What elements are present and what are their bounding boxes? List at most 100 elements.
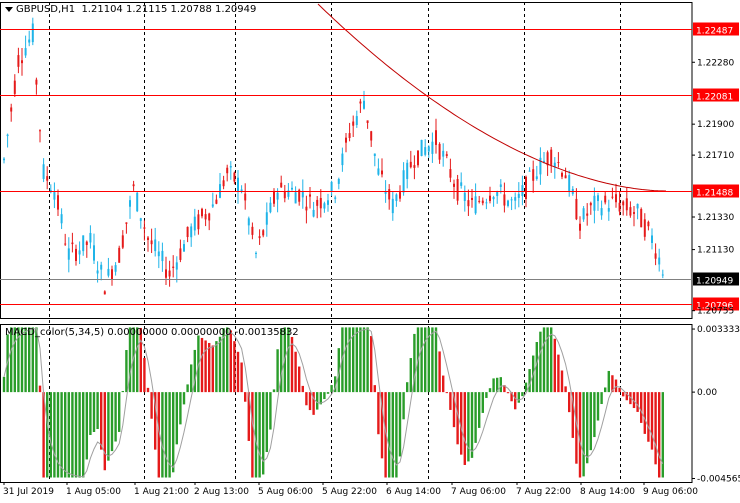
candle-bull	[600, 208, 603, 216]
macd-bar-down	[200, 337, 204, 393]
candle-bull	[330, 181, 333, 192]
macd-bar-up	[74, 392, 78, 478]
macd-bar-up	[348, 327, 351, 393]
candle-bull	[510, 199, 513, 201]
candle-bear	[456, 179, 459, 201]
macd-bar-up	[582, 392, 585, 477]
candle-bull	[327, 200, 329, 205]
candle-bear	[399, 192, 401, 199]
macd-bar-down	[100, 392, 103, 450]
candle-bull	[553, 162, 556, 168]
macd-bar-up	[254, 392, 258, 478]
macd-bar-down	[301, 385, 304, 393]
macd-bar-down	[312, 392, 315, 415]
bid-price-tag	[693, 272, 739, 286]
macd-bar-down	[614, 379, 618, 393]
candle-bull	[193, 216, 196, 231]
macd-bar-up	[362, 327, 366, 393]
ohlc-readout: 1.21104 1.21115 1.20788 1.20949	[81, 4, 257, 15]
macd-bar-up	[496, 377, 499, 393]
candle-bull	[514, 197, 517, 201]
macd-bar-up	[413, 333, 416, 393]
macd-bar-up	[118, 392, 121, 432]
macd-bar-up	[406, 382, 409, 393]
candle-bear	[316, 199, 319, 206]
candle-bear	[413, 165, 416, 168]
candle-bear	[244, 193, 247, 201]
candle-bear	[85, 241, 88, 245]
candle-bear	[222, 180, 225, 187]
candle-bear	[615, 194, 617, 203]
candle-bull	[402, 170, 405, 193]
macd-bar-down	[211, 345, 214, 393]
candle-bull	[517, 193, 520, 198]
macd-bar-up	[485, 392, 488, 398]
time-axis-label: 7 Aug 06:00	[451, 487, 506, 497]
candle-bull	[312, 209, 315, 217]
macd-bar-down	[229, 330, 232, 393]
candle-bull	[597, 195, 599, 202]
macd-bar-up	[467, 392, 470, 462]
candle-bull	[287, 190, 290, 197]
candle-bull	[323, 203, 326, 209]
macd-bar-up	[190, 364, 193, 393]
macd-bar-up	[262, 392, 265, 475]
macd-bar-up	[337, 348, 340, 393]
macd-bar-down	[575, 392, 578, 464]
macd-bar-up	[402, 392, 405, 420]
macd-bar-up	[499, 377, 502, 393]
time-axis-label: 5 Aug 06:00	[258, 487, 313, 497]
candle-bull	[136, 192, 139, 212]
time-axis-label: 2 Aug 13:00	[194, 487, 249, 497]
macd-bar-down	[233, 341, 236, 393]
macd-bar-up	[35, 327, 38, 393]
candle-bull	[406, 162, 409, 179]
candle-bear	[233, 172, 236, 182]
candle-bear	[557, 162, 560, 164]
macd-bar-up	[172, 392, 175, 473]
macd-bar-up	[355, 327, 358, 393]
macd-bar-up	[164, 392, 168, 478]
macd-bar-down	[463, 392, 466, 465]
candle-bull	[607, 208, 610, 212]
candle-bear	[629, 207, 632, 216]
level-price-tag	[693, 297, 739, 311]
dropdown-arrow-icon[interactable]	[5, 6, 13, 12]
macd-bar-down	[247, 392, 250, 441]
macd-bar-up	[478, 392, 481, 428]
macd-tick-label: 0.0033333	[697, 325, 740, 335]
candle-bull	[28, 39, 31, 43]
macd-bar-down	[143, 357, 146, 393]
macd-bar-down	[251, 392, 254, 478]
macd-bar-up	[280, 328, 283, 393]
price-tick-label: 1.21130	[697, 246, 734, 256]
macd-bar-up	[89, 392, 92, 435]
candle-bull	[658, 257, 661, 265]
candle-bull	[337, 178, 340, 184]
candle-bull	[129, 200, 131, 207]
macd-bar-down	[632, 392, 636, 409]
level-price-label: 1.20949	[696, 277, 733, 287]
macd-bar-up	[215, 341, 218, 393]
macd-bar-up	[334, 376, 337, 393]
candle-bull	[229, 166, 232, 168]
macd-bar-up	[593, 392, 596, 438]
candle-bear	[172, 266, 175, 268]
candle-bear	[622, 201, 625, 206]
macd-bar-down	[629, 392, 632, 405]
macd-bar-down	[456, 392, 459, 445]
candle-bear	[17, 55, 20, 67]
candle-bull	[507, 200, 509, 206]
trend-curve	[317, 3, 667, 192]
candle-bull	[89, 232, 92, 243]
macd-bar-down	[636, 392, 639, 412]
candle-bull	[377, 168, 380, 175]
macd-bar-up	[607, 370, 610, 393]
macd-bar-down	[445, 392, 448, 394]
candle-bull	[582, 208, 585, 220]
candle-bear	[489, 195, 491, 202]
macd-bar-down	[643, 392, 646, 434]
candle-bull	[24, 48, 27, 56]
